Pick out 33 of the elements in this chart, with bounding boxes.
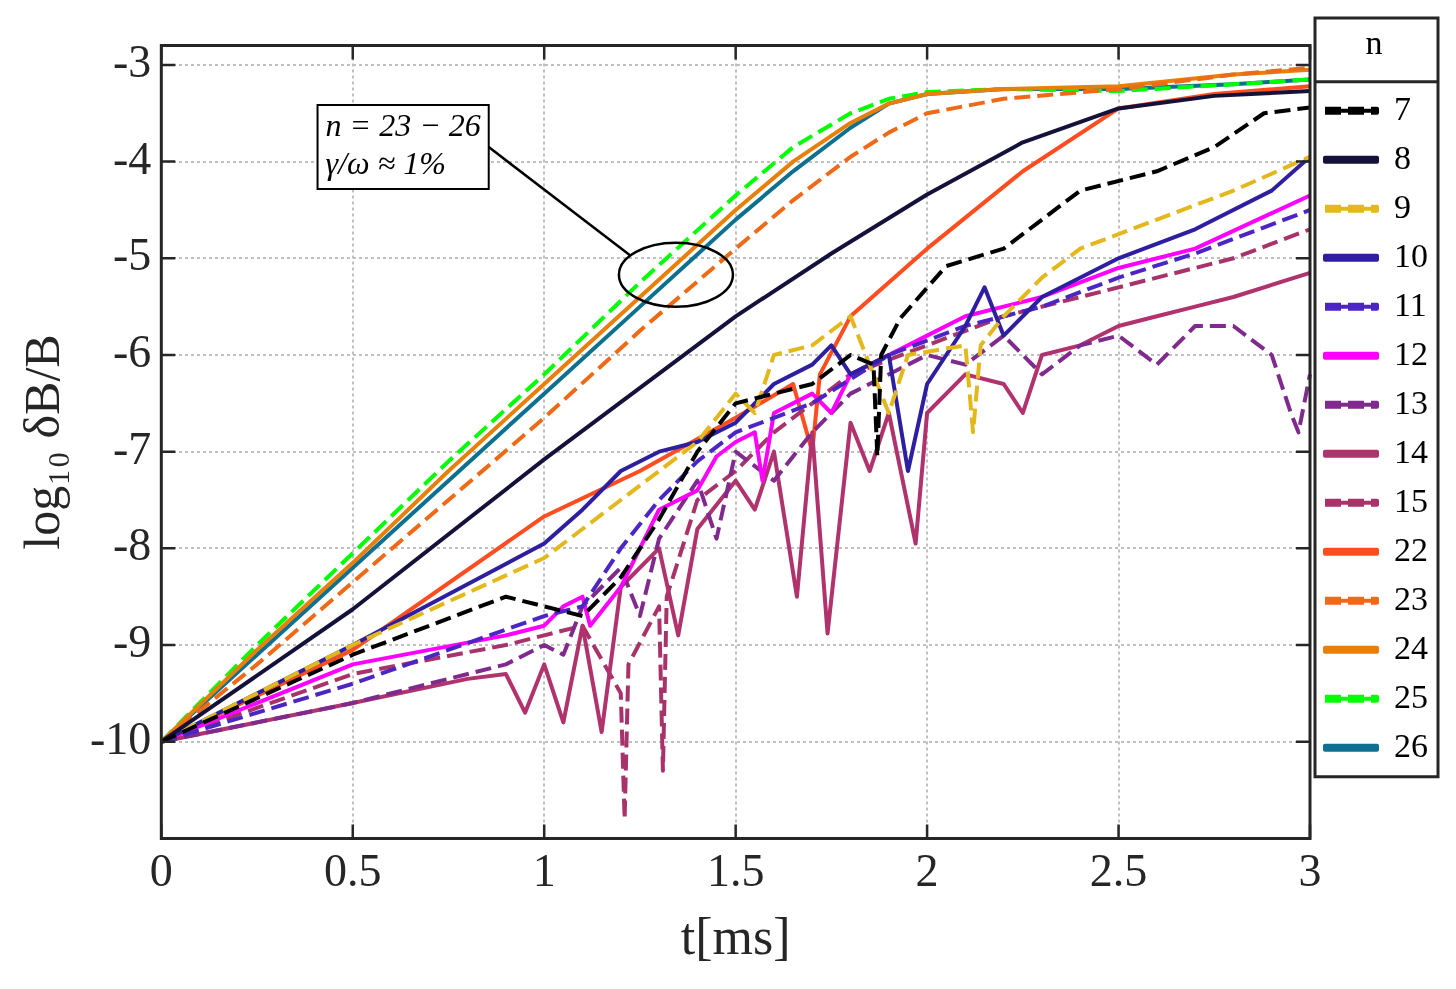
legend-label: 7: [1394, 89, 1411, 127]
legend-label: 10: [1394, 236, 1428, 274]
legend-label: 9: [1394, 187, 1411, 225]
y-tick-label: -4: [112, 132, 152, 184]
legend-title: n: [1365, 23, 1383, 61]
y-tick-label: -8: [112, 519, 152, 571]
x-tick-label: 1.5: [706, 845, 765, 897]
y-tick-label: -7: [112, 422, 152, 474]
legend-label: 12: [1394, 334, 1428, 372]
y-tick-label: -10: [89, 712, 152, 764]
legend-label: 15: [1394, 481, 1428, 519]
legend-label: 24: [1394, 628, 1428, 666]
y-tick-label: -5: [112, 229, 152, 281]
legend-label: 14: [1394, 432, 1428, 470]
y-tick-label: -3: [112, 36, 152, 88]
x-axis-title: t[ms]: [680, 908, 791, 966]
x-tick-label: 2: [915, 845, 939, 897]
x-tick-label: 2.5: [1089, 845, 1148, 897]
x-tick-label: 3: [1298, 845, 1322, 897]
y-tick-label: -9: [112, 616, 152, 668]
x-tick-label: 1: [532, 845, 556, 897]
y-axis-title: log₁₀ δB/B: [14, 334, 71, 550]
x-tick-label: 0.5: [324, 845, 382, 897]
legend-label: 13: [1394, 383, 1428, 421]
legend-label: 23: [1394, 579, 1428, 617]
legend-label: 11: [1394, 285, 1427, 323]
annotation: n = 23 − 26 γ/ω ≈ 1%: [325, 107, 481, 182]
x-tick-label: 0: [149, 845, 173, 897]
legend-label: 8: [1394, 138, 1411, 176]
legend-label: 22: [1394, 530, 1428, 568]
legend-label: 25: [1394, 677, 1428, 715]
legend-label: 26: [1394, 726, 1428, 764]
y-tick-label: -6: [112, 326, 152, 378]
